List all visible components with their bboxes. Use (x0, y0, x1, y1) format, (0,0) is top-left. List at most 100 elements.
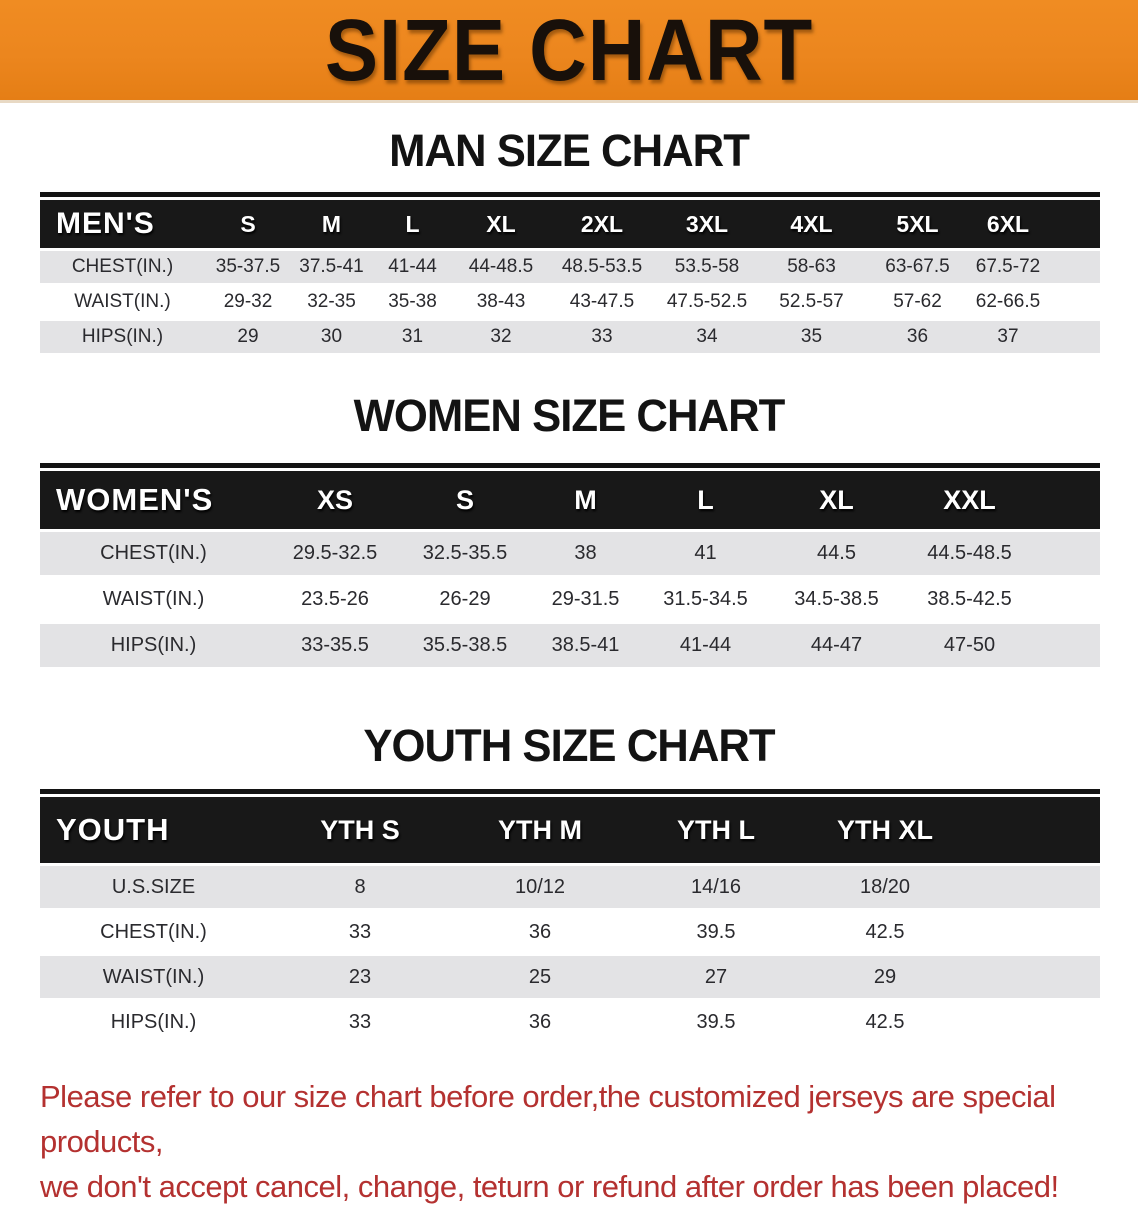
men-section-title: MAN SIZE CHART (389, 125, 750, 176)
size-cell: 8 (267, 866, 453, 908)
size-cell: 57-62 (864, 286, 971, 318)
size-cell: 38.5-42.5 (906, 578, 1100, 621)
size-cell: 18/20 (805, 866, 1100, 908)
size-cell: 44.5 (767, 532, 906, 575)
size-cell: 52.5-57 (759, 286, 864, 318)
size-column-header: 5XL (864, 200, 971, 248)
table-header-row: YOUTH YTH S YTH M YTH L YTH XL (40, 797, 1100, 863)
size-cell: 29 (805, 956, 1100, 998)
size-cell: 48.5-53.5 (549, 251, 655, 283)
women-size-table-wrap: WOMEN'S XS S M L XL XXL CHEST(IN.) 29.5-32.5 32.5… (40, 463, 1100, 670)
size-cell: 42.5 (805, 1001, 1100, 1043)
size-cell: 37 (971, 321, 1100, 353)
size-cell: 41-44 (372, 251, 453, 283)
size-cell: 10/12 (453, 866, 627, 908)
table-header-row: MEN'S S M L XL 2XL 3XL 4XL 5XL 6XL (40, 200, 1100, 248)
row-label: WAIST(IN.) (40, 956, 267, 998)
row-label: WAIST(IN.) (40, 578, 267, 621)
size-cell: 34 (655, 321, 759, 353)
size-cell: 36 (864, 321, 971, 353)
size-column-header: XL (453, 200, 549, 248)
size-column-header: 6XL (971, 200, 1100, 248)
size-column-header: M (527, 471, 644, 529)
size-cell: 47.5-52.5 (655, 286, 759, 318)
size-column-header: M (291, 200, 372, 248)
size-cell: 31.5-34.5 (644, 578, 767, 621)
row-label: CHEST(IN.) (40, 532, 267, 575)
size-cell: 36 (453, 911, 627, 953)
size-cell: 37.5-41 (291, 251, 372, 283)
women-size-table: WOMEN'S XS S M L XL XXL CHEST(IN.) 29.5-32.5 32.5… (40, 468, 1100, 670)
size-cell: 32 (453, 321, 549, 353)
size-cell: 36 (453, 1001, 627, 1043)
men-size-table-wrap: MEN'S S M L XL 2XL 3XL 4XL 5XL 6XL CHEST(IN.) 35-37… (40, 192, 1100, 356)
row-label: U.S.SIZE (40, 866, 267, 908)
table-row: CHEST(IN.) 29.5-32.5 32.5-35.5 38 41 44.5 44.5… (40, 532, 1100, 575)
size-cell: 32.5-35.5 (403, 532, 527, 575)
men-size-table: MEN'S S M L XL 2XL 3XL 4XL 5XL 6XL CHEST(IN.) 35-37… (40, 197, 1100, 356)
youth-size-table: YOUTH YTH S YTH M YTH L YTH XL U.S.SIZE 8 10/12… (40, 794, 1100, 1046)
size-cell: 39.5 (627, 1001, 805, 1043)
size-cell: 53.5-58 (655, 251, 759, 283)
table-row: HIPS(IN.) 29 30 31 32 33 34 35 36 37 (40, 321, 1100, 353)
size-cell: 33 (267, 911, 453, 953)
size-cell: 35.5-38.5 (403, 624, 527, 667)
size-column-header: S (403, 471, 527, 529)
size-column-header: XL (767, 471, 906, 529)
table-row: HIPS(IN.) 33-35.5 35.5-38.5 38.5-41 41-44 44-… (40, 624, 1100, 667)
table-corner-label: WOMEN'S (40, 471, 267, 529)
footer-note: Please refer to our size chart before or… (40, 1074, 1118, 1209)
size-cell: 67.5-72 (971, 251, 1100, 283)
size-cell: 29.5-32.5 (267, 532, 403, 575)
table-corner-label: YOUTH (40, 797, 267, 863)
size-cell: 14/16 (627, 866, 805, 908)
size-column-header: 3XL (655, 200, 759, 248)
size-cell: 38 (527, 532, 644, 575)
size-column-header: 4XL (759, 200, 864, 248)
row-label: WAIST(IN.) (40, 286, 205, 318)
size-cell: 43-47.5 (549, 286, 655, 318)
size-column-header: S (205, 200, 291, 248)
size-cell: 47-50 (906, 624, 1100, 667)
banner-title: SIZE CHART (324, 0, 814, 99)
size-cell: 41 (644, 532, 767, 575)
size-cell: 25 (453, 956, 627, 998)
size-cell: 34.5-38.5 (767, 578, 906, 621)
size-cell: 44-47 (767, 624, 906, 667)
size-cell: 27 (627, 956, 805, 998)
size-cell: 44.5-48.5 (906, 532, 1100, 575)
size-cell: 33 (549, 321, 655, 353)
size-cell: 42.5 (805, 911, 1100, 953)
table-row: U.S.SIZE 8 10/12 14/16 18/20 (40, 866, 1100, 908)
table-row: CHEST(IN.) 35-37.5 37.5-41 41-44 44-48.5 48.5… (40, 251, 1100, 283)
size-cell: 63-67.5 (864, 251, 971, 283)
row-label: HIPS(IN.) (40, 321, 205, 353)
table-row: WAIST(IN.) 29-32 32-35 35-38 38-43 43-47.5 47.… (40, 286, 1100, 318)
size-cell: 41-44 (644, 624, 767, 667)
table-row: WAIST(IN.) 23 25 27 29 (40, 956, 1100, 998)
size-cell: 30 (291, 321, 372, 353)
size-cell: 58-63 (759, 251, 864, 283)
size-cell: 23 (267, 956, 453, 998)
size-cell: 29-31.5 (527, 578, 644, 621)
row-label: CHEST(IN.) (40, 251, 205, 283)
table-row: HIPS(IN.) 33 36 39.5 42.5 (40, 1001, 1100, 1043)
footer-note-line-1: Please refer to our size chart before or… (40, 1079, 1056, 1159)
size-cell: 35-37.5 (205, 251, 291, 283)
youth-size-table-wrap: YOUTH YTH S YTH M YTH L YTH XL U.S.SIZE 8 10/12… (40, 789, 1100, 1046)
size-column-header: YTH L (627, 797, 805, 863)
size-cell: 29-32 (205, 286, 291, 318)
size-column-header: L (372, 200, 453, 248)
size-cell: 35 (759, 321, 864, 353)
size-column-header: YTH XL (805, 797, 1100, 863)
size-cell: 23.5-26 (267, 578, 403, 621)
row-label: CHEST(IN.) (40, 911, 267, 953)
table-row: CHEST(IN.) 33 36 39.5 42.5 (40, 911, 1100, 953)
size-cell: 39.5 (627, 911, 805, 953)
size-cell: 26-29 (403, 578, 527, 621)
size-column-header: YTH M (453, 797, 627, 863)
size-cell: 33-35.5 (267, 624, 403, 667)
row-label: HIPS(IN.) (40, 624, 267, 667)
size-cell: 35-38 (372, 286, 453, 318)
size-cell: 29 (205, 321, 291, 353)
